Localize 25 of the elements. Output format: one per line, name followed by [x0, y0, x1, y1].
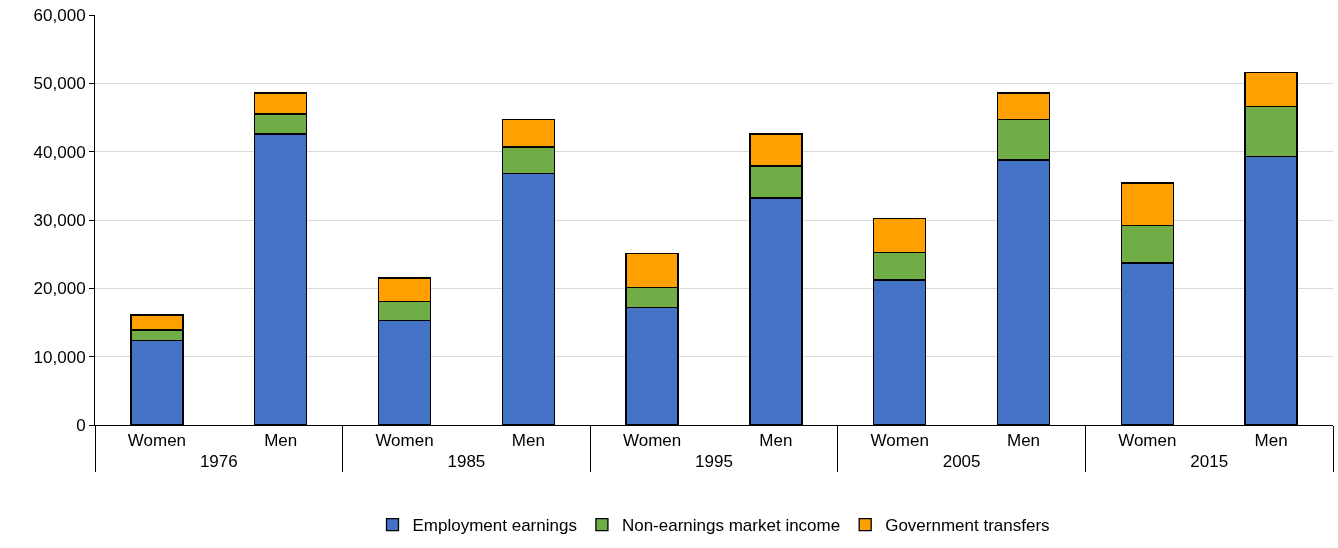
- x-tick-label: Men: [511, 431, 545, 451]
- x-tick-label: Women: [127, 431, 187, 451]
- text: 1995: [695, 452, 733, 472]
- y-tick-label: 40,000: [33, 142, 86, 162]
- legend-label: Government transfers: [885, 516, 1050, 536]
- text: 2015: [1190, 452, 1229, 472]
- x-tick-label: Men: [264, 431, 298, 451]
- legend-label: Non-earnings market income: [621, 516, 841, 536]
- y-tick-label: 30,000: [33, 210, 86, 230]
- x-tick-label: Men: [1254, 431, 1288, 451]
- y-tick-label: 0: [76, 415, 86, 435]
- x-tick-label: Men: [1006, 431, 1041, 451]
- x-tick-label: Women: [870, 431, 929, 451]
- y-tick-label: 20,000: [33, 279, 86, 299]
- x-tick-label: Men: [759, 431, 793, 451]
- text: 2005: [942, 452, 981, 472]
- x-tick-label: Women: [375, 431, 434, 451]
- x-tick-label: Women: [1118, 431, 1177, 451]
- y-tick-label: 10,000: [33, 347, 86, 367]
- legend-label: Employment earnings: [412, 516, 577, 536]
- x-tick-label: Women: [622, 431, 682, 451]
- text: 1976: [199, 452, 238, 472]
- text: 1985: [447, 452, 486, 472]
- y-tick-label: 50,000: [33, 74, 86, 94]
- y-tick-label: 60,000: [33, 5, 86, 25]
